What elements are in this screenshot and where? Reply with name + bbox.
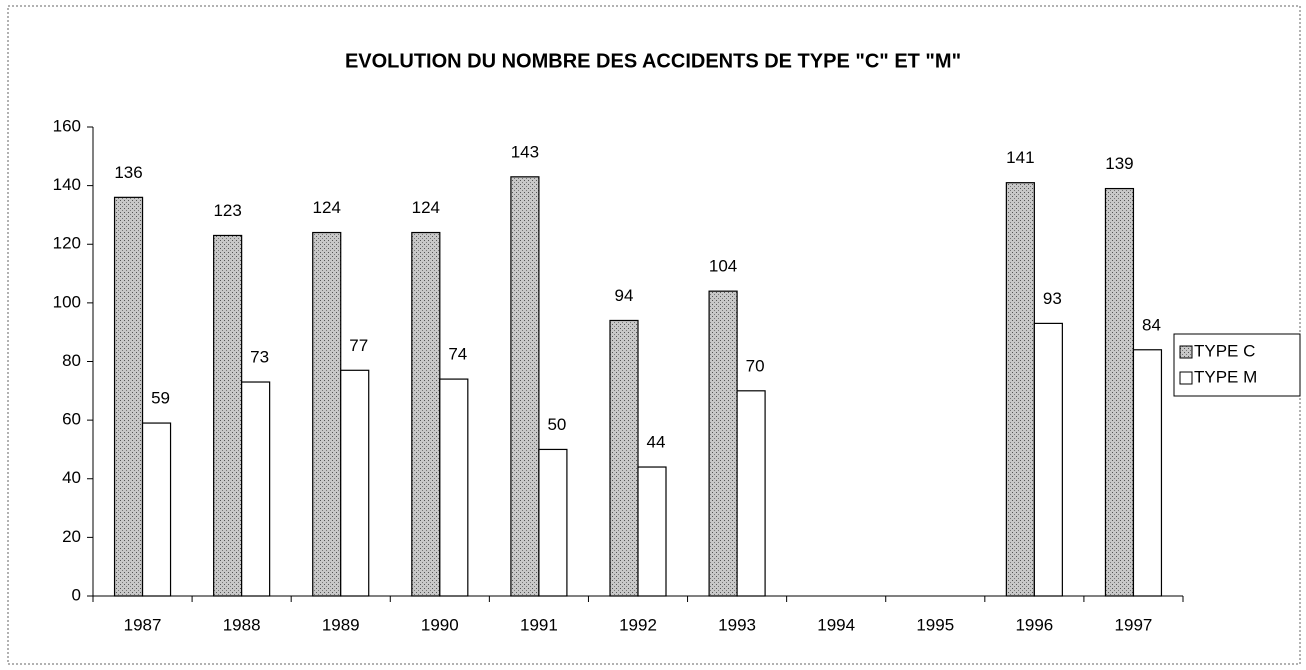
x-tick-label: 1988	[223, 615, 261, 634]
data-label: 139	[1105, 154, 1133, 173]
x-tick-label: 1996	[1015, 615, 1053, 634]
bar	[1033, 322, 1063, 597]
data-label: 74	[448, 345, 467, 364]
data-label: 44	[647, 433, 666, 452]
bar	[312, 231, 342, 597]
data-label: 124	[412, 198, 440, 217]
data-label: 77	[349, 336, 368, 355]
bar	[708, 290, 738, 597]
x-tick-label: 1995	[916, 615, 954, 634]
y-tick-label: 0	[72, 585, 81, 604]
data-label: 50	[547, 415, 566, 434]
bar	[538, 448, 568, 597]
bar	[113, 196, 144, 597]
chart-title: EVOLUTION DU NOMBRE DES ACCIDENTS DE TYP…	[345, 50, 961, 72]
x-tick-label: 1991	[520, 615, 558, 634]
data-label: 59	[151, 389, 170, 408]
bar	[637, 466, 667, 597]
bar	[1132, 349, 1163, 597]
bar	[1104, 187, 1135, 597]
x-tick-label: 1990	[421, 615, 459, 634]
y-tick-label: 120	[53, 234, 81, 253]
bar	[1005, 182, 1035, 597]
y-tick-label: 100	[53, 292, 81, 311]
y-tick-label: 40	[62, 468, 81, 487]
data-label: 143	[511, 142, 539, 161]
bar	[736, 390, 766, 597]
data-label: 136	[114, 163, 142, 182]
data-label: 123	[213, 201, 241, 220]
bar	[213, 234, 243, 597]
bar	[141, 422, 172, 597]
data-label: 104	[709, 257, 737, 276]
x-tick-label: 1992	[619, 615, 657, 634]
x-tick-label: 1997	[1115, 615, 1153, 634]
y-tick-label: 80	[62, 351, 81, 370]
legend-box	[1173, 333, 1301, 397]
x-tick-label: 1987	[124, 615, 162, 634]
data-label: 94	[615, 286, 634, 305]
y-tick-label: 140	[53, 175, 81, 194]
legend-swatch	[1179, 345, 1193, 359]
bar	[340, 369, 370, 597]
data-label: 93	[1043, 289, 1062, 308]
data-label: 84	[1142, 315, 1161, 334]
data-label: 124	[313, 198, 341, 217]
data-label: 73	[250, 348, 269, 367]
legend-label: TYPE M	[1194, 367, 1257, 386]
bar	[411, 231, 441, 597]
bar	[241, 381, 271, 597]
bar	[510, 176, 540, 597]
legend-swatch	[1179, 371, 1193, 385]
x-tick-label: 1994	[817, 615, 855, 634]
y-tick-label: 160	[53, 116, 81, 135]
x-tick-label: 1993	[718, 615, 756, 634]
bar	[439, 378, 469, 597]
y-tick-label: 20	[62, 527, 81, 546]
legend-label: TYPE C	[1194, 341, 1255, 360]
y-tick-label: 60	[62, 410, 81, 429]
x-tick-label: 1989	[322, 615, 360, 634]
data-label: 70	[746, 356, 765, 375]
data-label: 141	[1006, 148, 1034, 167]
bar	[609, 319, 639, 597]
